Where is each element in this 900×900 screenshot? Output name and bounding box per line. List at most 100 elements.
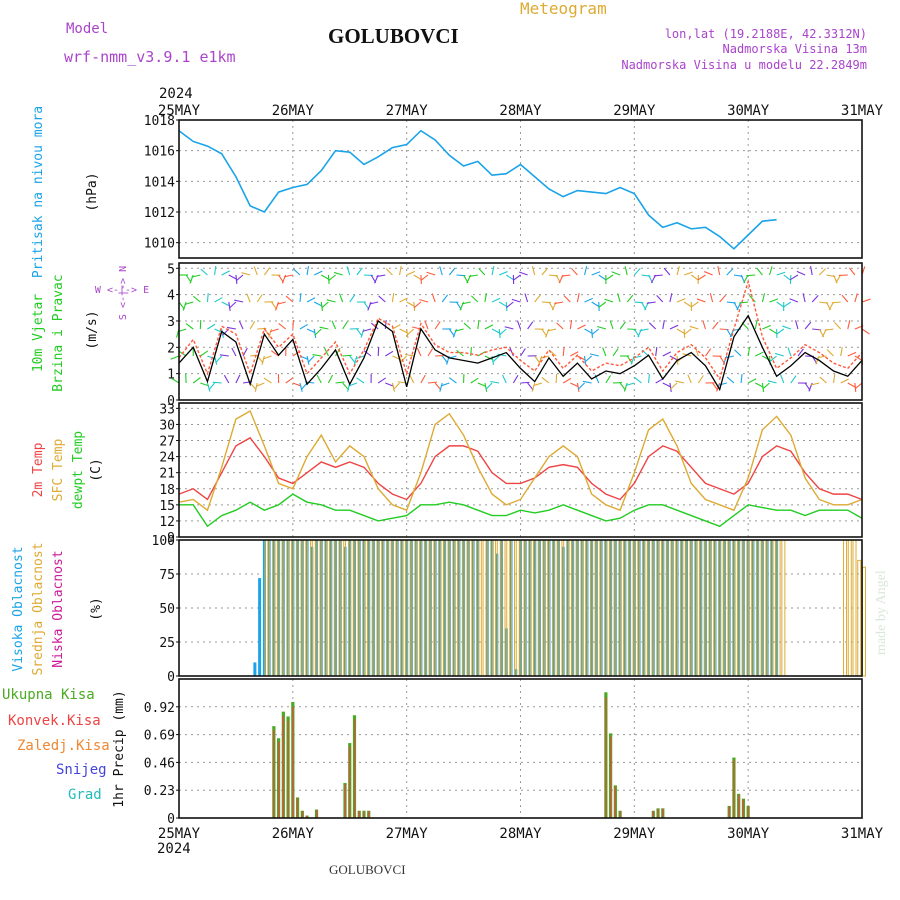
cloud-mid-bar <box>558 539 563 677</box>
cloud-mid-bar <box>672 539 677 677</box>
cloud-mid-bar <box>743 539 748 677</box>
wind-arrow <box>420 274 429 281</box>
wind-arrow <box>228 301 237 309</box>
wind-arrow <box>697 274 706 281</box>
wind-arrow <box>416 347 422 357</box>
time-label-bottom: 27MAY <box>386 826 429 842</box>
wind-arrow <box>313 301 323 307</box>
wind-arrow <box>427 381 438 384</box>
wind-arrow <box>299 323 308 330</box>
wind-arrow <box>461 301 471 305</box>
wind-arrow <box>570 382 579 388</box>
cloud-mid-bar <box>492 539 497 677</box>
wind-arrow <box>342 354 352 357</box>
time-label-top: 26MAY <box>272 103 315 119</box>
wind-arrow <box>810 266 813 276</box>
wind-arrow <box>385 268 393 276</box>
wind-arrow <box>755 382 764 388</box>
cloud-mid-bar <box>439 539 444 677</box>
wind-arrow <box>491 328 501 334</box>
wind-arrow <box>589 353 599 357</box>
wind-arrow <box>512 374 519 384</box>
wind-arrow <box>787 347 792 357</box>
cloud-mid-bar <box>862 566 866 677</box>
time-label-top: 25MAY <box>158 103 201 119</box>
cloud-mid-bar <box>401 539 406 677</box>
wind-arrow <box>250 354 260 357</box>
y-tick-label: 18 <box>159 483 175 498</box>
wind-arrow <box>320 301 323 311</box>
wind-arrow <box>653 274 663 277</box>
precip-conv-bar <box>278 741 280 818</box>
wind-arrow <box>754 320 758 330</box>
time-label-bottom: 25MAY <box>158 826 201 842</box>
wind-arrow <box>212 381 222 384</box>
temp-ylabel-3: dewpt Temp <box>71 431 86 509</box>
wind-arrow <box>431 293 436 303</box>
y-tick-label: 3 <box>167 315 175 330</box>
chart-panels: 25MAY 25MAY 26MAY 26MAY 27MAY 27MAY 28MAY 28MAY… <box>144 103 884 842</box>
wind-arrow <box>363 350 372 357</box>
wind-arrow <box>456 349 464 357</box>
wind-arrow <box>498 301 508 308</box>
wind-arrow <box>774 352 784 357</box>
pressure-line <box>178 129 777 250</box>
wind-arrow <box>278 322 287 330</box>
elevation-label: Nadmorska Visina 13m <box>723 42 868 56</box>
wind-arrow <box>623 382 628 392</box>
cloud-mid-bar <box>529 539 534 677</box>
cloud-mid-bar <box>548 539 553 677</box>
cloud-high-bar <box>253 662 257 676</box>
wind-arrow <box>404 353 414 357</box>
wind-arrow <box>811 294 819 303</box>
wind-arrow <box>810 382 820 386</box>
wind-arrow <box>492 355 500 363</box>
cloud-mid-bar <box>733 539 738 677</box>
wind-arrow <box>253 266 258 276</box>
wind-arrow <box>854 382 863 390</box>
wind-arrow <box>554 301 564 305</box>
panel-clouds: 0 25 50 75 100 <box>152 534 866 685</box>
wind-arrow <box>299 382 303 392</box>
wind-arrow <box>313 328 317 338</box>
wind-arrow <box>776 328 785 335</box>
cloud-ylabel-1: Visoka Oblacnost <box>11 546 26 671</box>
cloud-mid-bar <box>425 539 430 677</box>
wind-arrow <box>602 347 607 357</box>
wind-arrow <box>617 293 621 303</box>
precip-conv-bar <box>358 811 360 818</box>
wind-arrow <box>702 320 707 330</box>
wind-ylabel-2: Brzina i Pravac <box>51 274 66 391</box>
wind-arrow <box>307 355 315 363</box>
wind-arrow <box>518 271 528 276</box>
cloud-mid-bar <box>534 539 539 677</box>
wind-arrow <box>648 373 650 384</box>
wind-arrow <box>200 382 210 387</box>
cloud-mid-bar <box>582 539 587 677</box>
wind-arrow <box>226 326 237 330</box>
time-label-bottom: 28MAY <box>499 826 542 842</box>
panel-frame <box>178 539 863 677</box>
wind-arrow <box>746 274 756 277</box>
wind-arrow <box>292 319 295 330</box>
cloud-mid-bar <box>752 539 757 677</box>
wind-arrow <box>275 301 280 311</box>
cloud-mid-bar <box>605 539 610 677</box>
wind-arrow <box>748 294 756 303</box>
cloud-mid-bar <box>719 539 724 677</box>
wind-arrow <box>314 328 322 336</box>
cloud-mid-bar <box>781 539 786 677</box>
cloud-mid-bar <box>463 539 468 677</box>
wind-arrow <box>509 347 514 357</box>
y-tick-label: 1010 <box>144 237 175 252</box>
wind-arrow <box>501 374 507 384</box>
time-label-top: 27MAY <box>386 103 429 119</box>
wind-arrow <box>662 320 665 330</box>
wind-arrow <box>797 348 804 357</box>
wind-arrow <box>263 267 271 276</box>
wind-arrow <box>319 326 329 330</box>
wind-arrow <box>200 350 209 357</box>
wind-arrow <box>670 382 678 390</box>
wind-arrow <box>477 320 480 330</box>
wind-arrow <box>783 274 792 281</box>
